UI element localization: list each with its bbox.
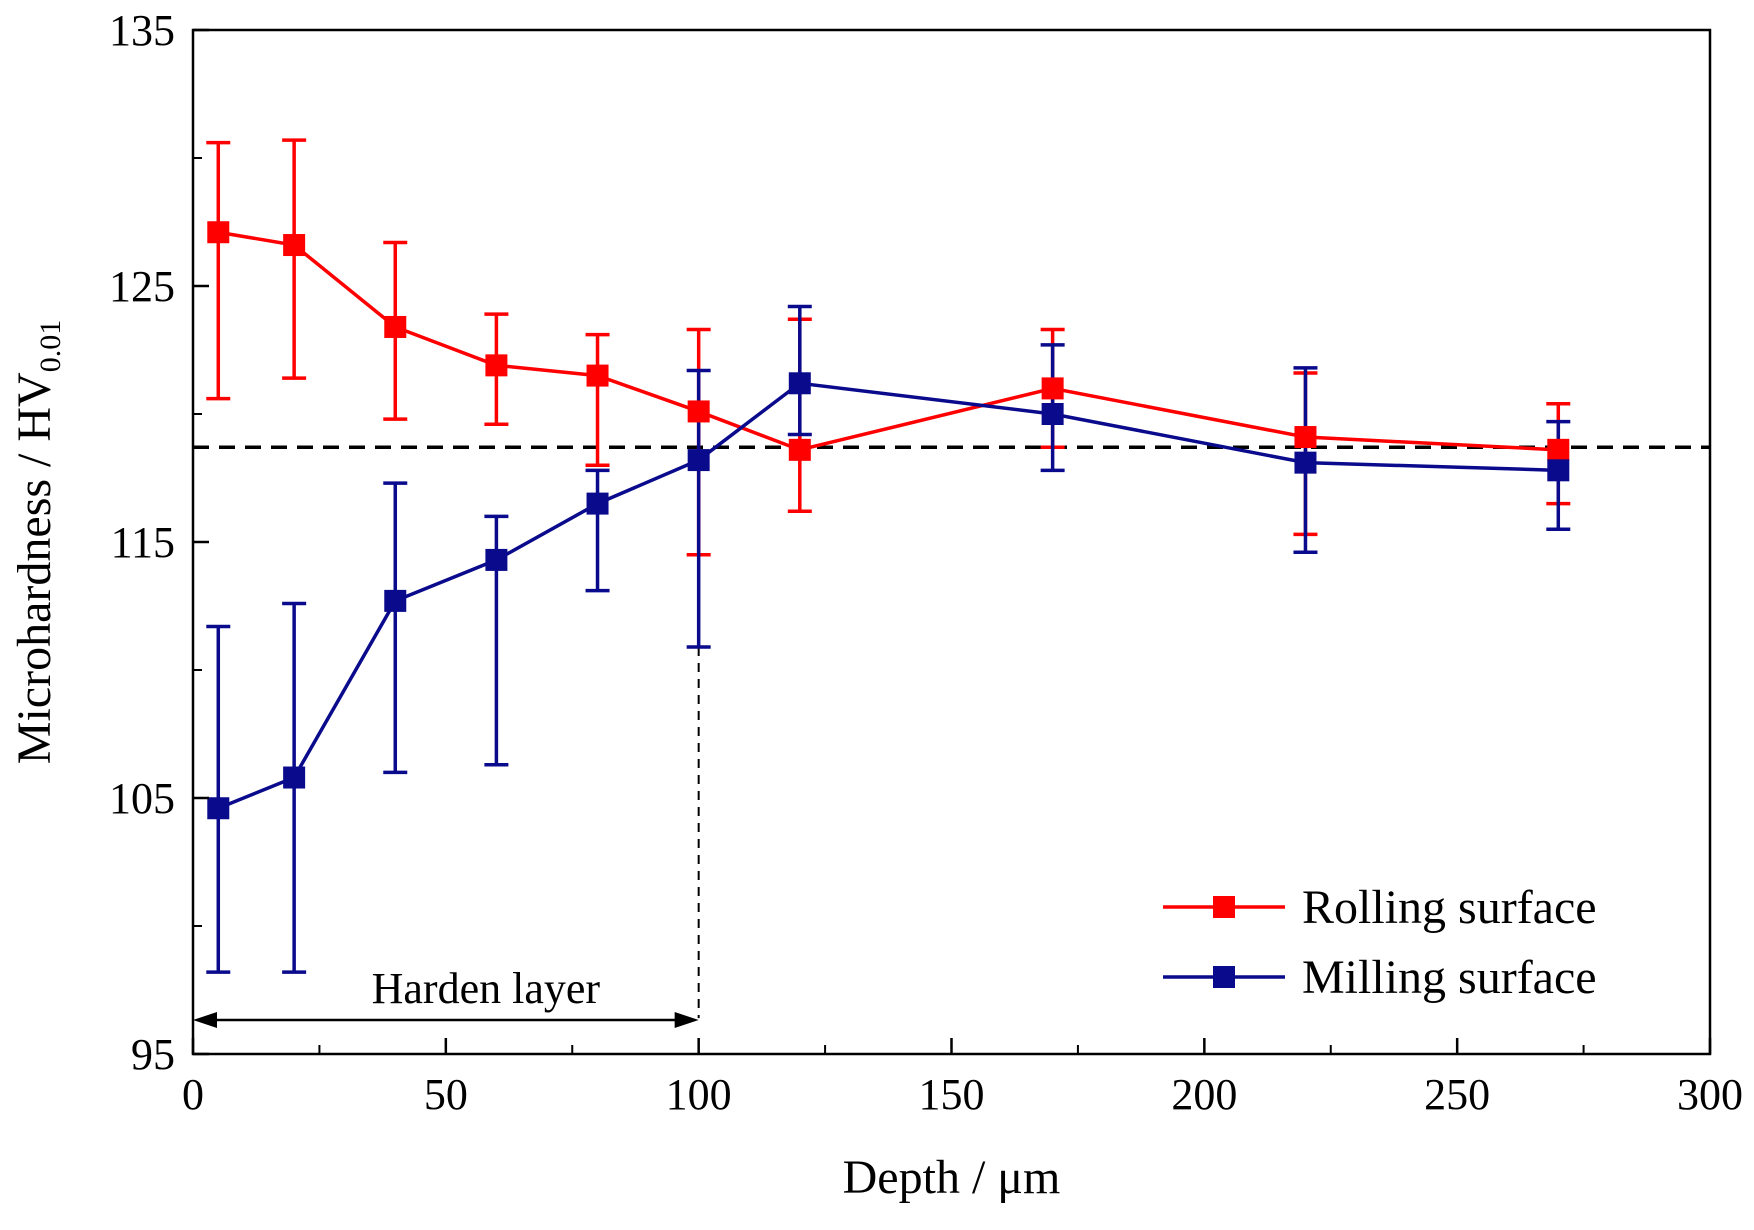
series-line-1 xyxy=(217,381,1559,810)
data-point xyxy=(384,589,407,612)
data-point xyxy=(586,492,609,515)
x-tick-label: 200 xyxy=(1171,1070,1237,1119)
data-point xyxy=(1294,451,1317,474)
y-axis-title: Microhardness / HV0.01 xyxy=(8,320,67,764)
x-axis-title: Depth / μm xyxy=(843,1151,1061,1204)
data-point xyxy=(1547,438,1570,461)
y-tick-label: 135 xyxy=(109,6,175,55)
harden-layer-arrowhead-left xyxy=(193,1012,217,1028)
data-point xyxy=(1547,459,1570,482)
data-point xyxy=(687,400,710,423)
data-point xyxy=(384,315,407,338)
legend-marker-1 xyxy=(1213,966,1235,988)
data-point xyxy=(687,449,710,472)
data-point xyxy=(1041,377,1064,400)
data-point xyxy=(283,234,306,257)
data-point xyxy=(207,221,230,244)
data-point xyxy=(485,354,508,377)
legend-label-1: Milling surface xyxy=(1302,951,1597,1004)
data-point xyxy=(207,797,230,820)
x-tick-label: 0 xyxy=(182,1070,204,1119)
x-tick-label: 100 xyxy=(666,1070,732,1119)
y-tick-label: 125 xyxy=(109,262,175,311)
data-point xyxy=(788,438,811,461)
x-tick-label: 300 xyxy=(1677,1070,1743,1119)
y-tick-label: 105 xyxy=(109,774,175,823)
harden-layer-label: Harden layer xyxy=(372,964,601,1013)
harden-layer-arrowhead-right xyxy=(674,1012,699,1028)
legend-marker-0 xyxy=(1213,896,1235,918)
y-tick-label: 95 xyxy=(131,1030,175,1079)
series-line-0 xyxy=(217,230,1559,452)
y-tick-label: 115 xyxy=(111,518,175,567)
data-point xyxy=(788,372,811,395)
x-tick-label: 150 xyxy=(919,1070,985,1119)
y-axis-title-main: Microhardness / HV xyxy=(8,372,61,764)
data-point xyxy=(586,364,609,387)
x-tick-label: 50 xyxy=(424,1070,468,1119)
legend-label-0: Rolling surface xyxy=(1302,881,1597,934)
data-point xyxy=(1041,403,1064,425)
x-tick-label: 250 xyxy=(1424,1070,1490,1119)
y-axis-title-subscript: 0.01 xyxy=(34,320,67,373)
data-point xyxy=(485,548,508,571)
data-point xyxy=(283,766,306,789)
data-point xyxy=(1294,426,1317,449)
